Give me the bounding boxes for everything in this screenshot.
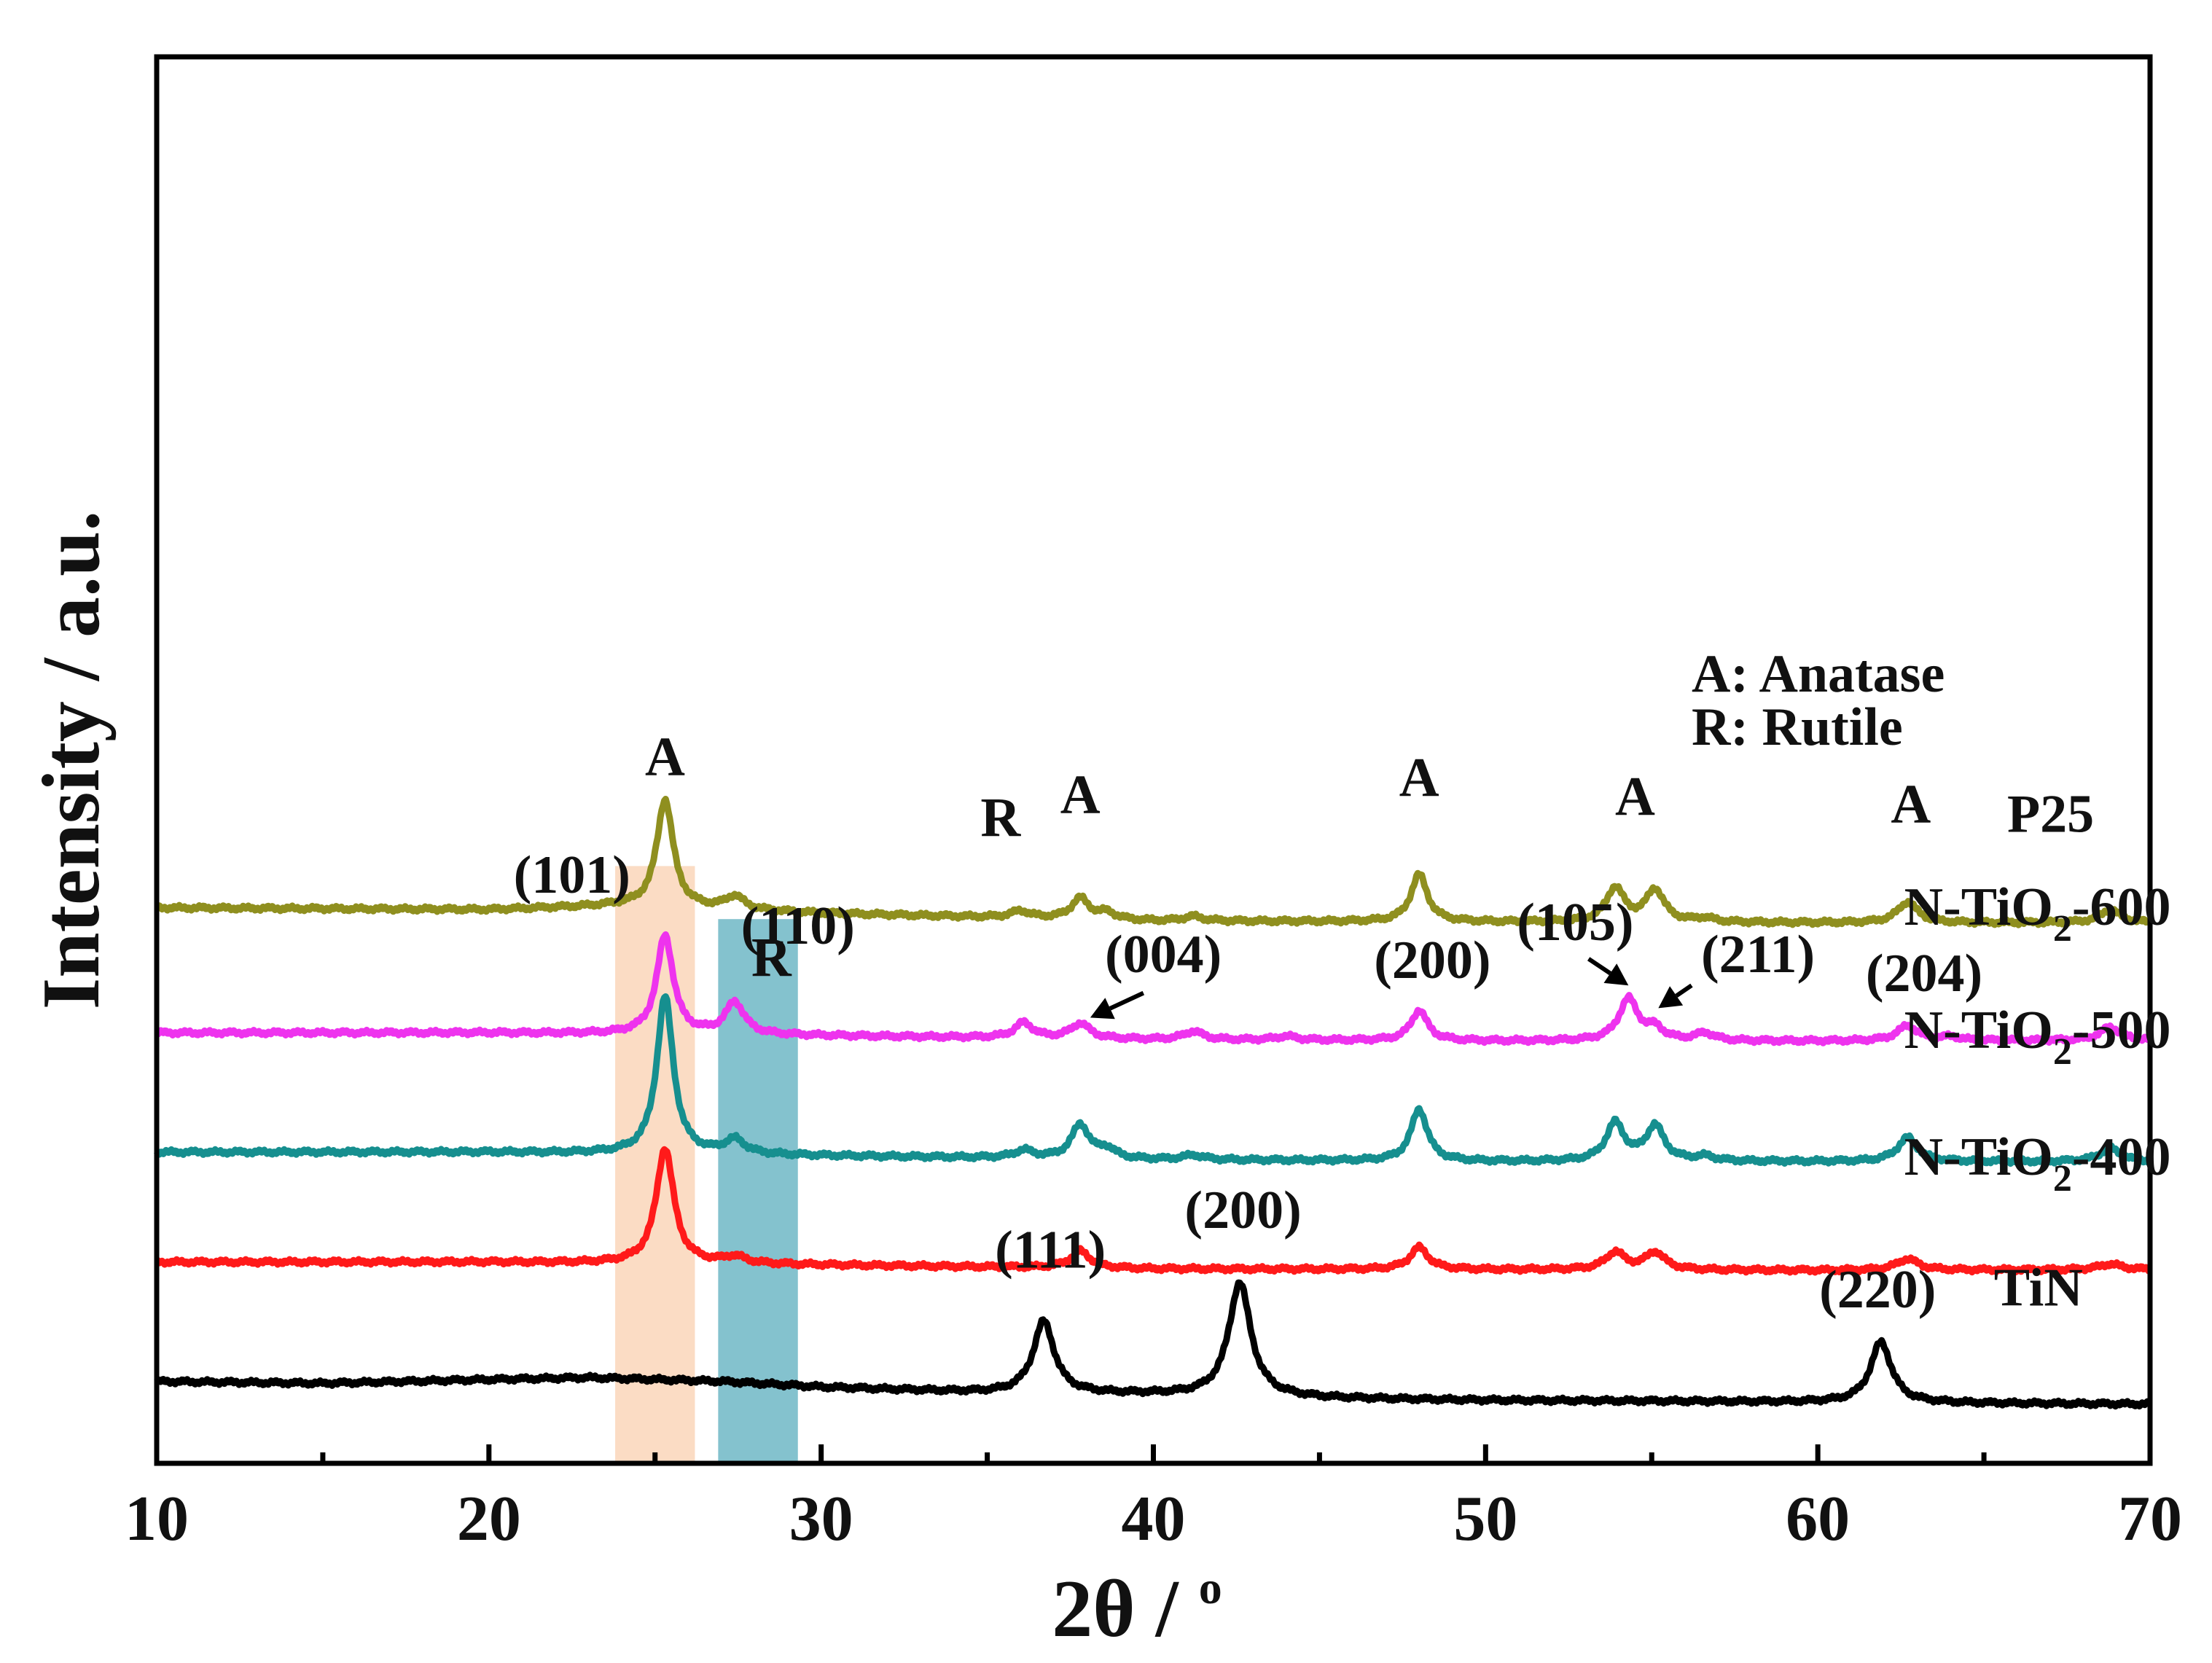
miller-index-label: (110): [741, 896, 855, 956]
anatase-peak-mark: A: [1615, 766, 1655, 827]
annotation-arrow: [1587, 957, 1629, 986]
x-tick-label: 30: [789, 1484, 853, 1554]
miller-index-label: (004): [1105, 925, 1222, 985]
series-line-n-tio2-400: [155, 1146, 2153, 1276]
x-tick-label: 40: [1122, 1484, 1186, 1554]
series-line-n-tio2-600: [154, 931, 2152, 1046]
series-line-tin: [154, 1279, 2152, 1410]
miller-index-label: (200): [1374, 931, 1490, 990]
rutile-peak-mark: R: [980, 787, 1021, 848]
legend-entry: R: Rutile: [1692, 697, 1903, 757]
legend-entry: A: Anatase: [1692, 644, 1945, 704]
series-label-p25: P25: [2007, 785, 2094, 845]
anatase-peak-mark: A: [1060, 764, 1101, 826]
miller-index-label: (200): [1184, 1181, 1301, 1240]
rutile-110-band: [718, 919, 798, 1463]
miller-index-label: (220): [1819, 1260, 1936, 1320]
x-tick-label: 10: [125, 1484, 189, 1554]
band-label-rutile: R: [751, 927, 792, 988]
miller-index-label: (111): [995, 1221, 1106, 1280]
miller-index-label: (204): [1866, 944, 1982, 1003]
series-line-n-tio2-500: [154, 993, 2154, 1167]
x-tick-label: 60: [1786, 1484, 1850, 1554]
x-axis-ticks: 10 20 30 40 50 60 70: [125, 1444, 2182, 1554]
anatase-peak-mark: A: [1891, 774, 1931, 835]
series-label-n-tio2-400: N-TiO2-400: [1904, 1127, 2171, 1200]
series-traces: [154, 796, 2154, 1410]
series-label-n-tio2-600: N-TiO2-600: [1904, 877, 2171, 950]
x-tick-label: 20: [457, 1484, 521, 1554]
miller-index-label: (101): [514, 845, 630, 905]
x-tick-label: 50: [1453, 1484, 1517, 1554]
anatase-peak-mark: A: [1399, 747, 1439, 808]
annotation-arrow: [1658, 983, 1693, 1009]
series-label-tin: TiN: [1994, 1259, 2083, 1318]
miller-index-label: (105): [1517, 893, 1633, 952]
miller-index-label: (211): [1701, 925, 1815, 985]
series-label-n-tio2-500: N-TiO2-500: [1904, 1001, 2171, 1073]
y-axis-title: Intensity / a.u.: [26, 511, 117, 1010]
x-axis-title: 2θ / o: [1052, 1562, 1222, 1654]
anatase-101-band: [615, 866, 695, 1463]
annotation-arrow: [1090, 990, 1145, 1020]
annotations: RAR A A A A(101)(110) (004) (200)(105)(211) (20…: [514, 727, 2171, 1320]
x-tick-label: 70: [2118, 1484, 2182, 1554]
anatase-peak-mark: A: [645, 727, 685, 788]
series-line-p25: [155, 796, 2153, 928]
